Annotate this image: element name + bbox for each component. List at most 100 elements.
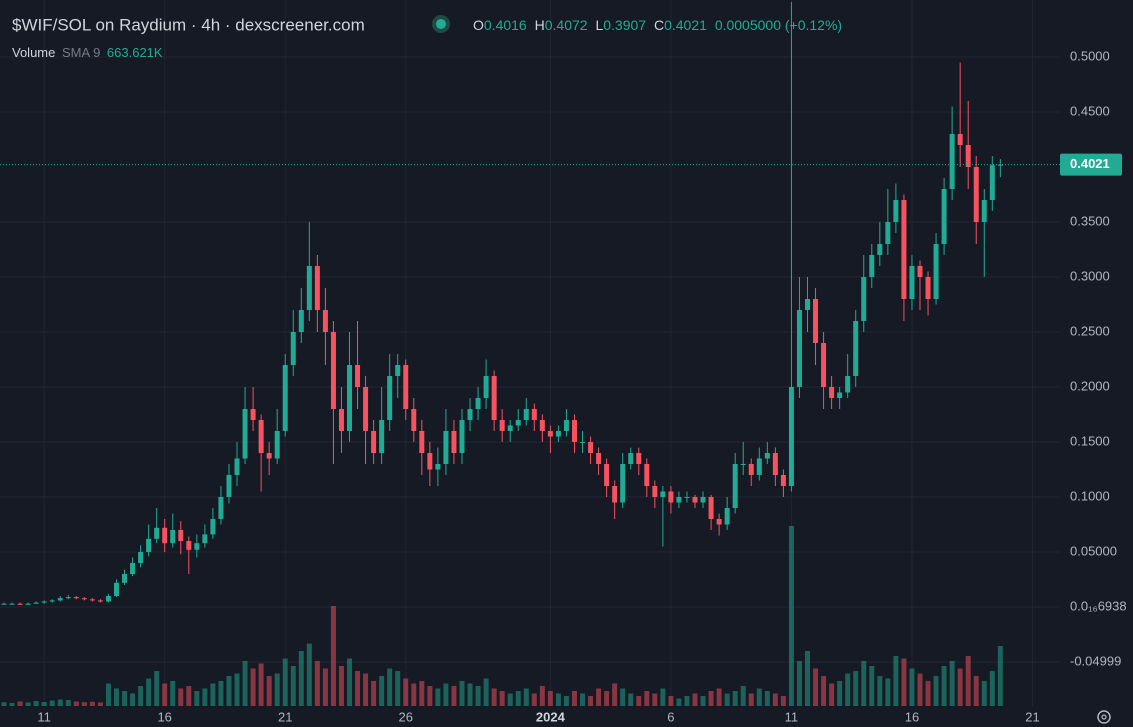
x-tick-label: 26 (399, 709, 413, 724)
candle-body (266, 452, 272, 459)
candle-body (692, 496, 698, 503)
candle-body (113, 582, 119, 596)
volume-label: Volume (12, 45, 55, 60)
candle-body (258, 419, 264, 453)
volume-bar (813, 668, 819, 706)
volume-bar (178, 688, 184, 706)
candle-body (563, 419, 569, 431)
volume-bar (893, 656, 899, 706)
candle-body (162, 527, 168, 544)
volume-bar (355, 671, 361, 706)
candle-body (451, 430, 457, 453)
volume-bar (97, 702, 103, 706)
ohlc-value: 0.4072 (545, 17, 588, 33)
candle-body (796, 309, 802, 387)
candle-body (933, 243, 939, 299)
candle-body (371, 430, 377, 453)
volume-bar (796, 661, 802, 706)
volume-bar (33, 701, 39, 706)
settings-icon-center (1101, 714, 1107, 720)
y-tick-label: 0.5000 (1070, 48, 1110, 63)
candle-body (788, 386, 794, 486)
y-tick-label: 0.4500 (1070, 103, 1110, 118)
candle-body (612, 485, 618, 503)
volume-bar (9, 703, 15, 706)
candle-body (941, 188, 947, 244)
volume-pane (1, 526, 1003, 706)
candle-body (981, 199, 987, 222)
x-tick-label: 16 (157, 709, 171, 724)
ohlc-value: 0.3907 (603, 17, 646, 33)
candle-body (845, 375, 851, 393)
candle-body (620, 463, 626, 503)
ohlc-label: H (535, 17, 545, 33)
candle-body (700, 496, 706, 503)
volume-bar (347, 658, 353, 706)
candle-body (427, 452, 433, 470)
candle-body (234, 458, 240, 475)
volume-bar (146, 678, 152, 706)
volume-bar (218, 681, 224, 706)
volume-bar (539, 686, 545, 706)
volume-bar (740, 686, 746, 706)
volume-bar (949, 661, 955, 706)
candle-body (917, 265, 923, 277)
candle-body (226, 474, 232, 497)
candle-body (588, 441, 594, 453)
volume-bar (451, 686, 457, 706)
volume-bar (122, 691, 128, 706)
y-tick-label: 0.3000 (1070, 268, 1110, 283)
volume-bar (395, 671, 401, 706)
candle-body (154, 527, 160, 539)
settings-icon[interactable] (1097, 710, 1111, 724)
ohlc-legend: O0.4016 H0.4072 L0.3907 C0.4021 0.000500… (473, 17, 842, 33)
candle-body (379, 419, 385, 453)
candle-body (628, 452, 634, 464)
candle-body (25, 603, 31, 605)
candle-body (146, 538, 152, 552)
candle-body (716, 518, 722, 525)
candle-body (130, 562, 136, 574)
volume-bar (805, 651, 810, 706)
volume-bar (772, 693, 778, 706)
volume-bar (170, 681, 176, 706)
candle-body (443, 430, 449, 464)
candle-body (17, 603, 23, 605)
candle-body (877, 243, 883, 255)
candle-body (419, 430, 425, 453)
volume-bar (829, 683, 835, 706)
price-pane (0, 1, 1060, 605)
candle-body (507, 425, 513, 431)
x-tick-label: 6 (667, 709, 674, 724)
candle-body (780, 474, 786, 486)
volume-bar (957, 668, 963, 706)
candle-body (523, 408, 529, 420)
candle-body (483, 375, 489, 398)
candle-body (893, 199, 899, 222)
candle-body (813, 298, 819, 343)
volume-bar (499, 691, 505, 706)
volume-bar (636, 696, 642, 706)
candle-body (467, 408, 473, 420)
volume-bar (57, 699, 63, 706)
candle-body (363, 386, 369, 431)
sma-label: SMA 9 (62, 45, 100, 60)
volume-bar (330, 606, 336, 706)
volume-bar (676, 698, 682, 706)
candle-body (387, 375, 393, 420)
volume-bar (660, 688, 666, 706)
volume-bar (596, 688, 602, 706)
candle-body (250, 408, 256, 420)
volume-bar (41, 702, 47, 706)
candle-body (491, 375, 497, 420)
volume-bar (371, 681, 377, 706)
candle-body (547, 430, 553, 437)
candle-body (861, 276, 867, 321)
volume-bar (588, 696, 594, 706)
volume-bar (210, 683, 216, 706)
y-tick-label: 0.0₁₆6938 (1070, 598, 1127, 613)
candle-body (901, 199, 907, 299)
volume-bar (234, 673, 240, 706)
